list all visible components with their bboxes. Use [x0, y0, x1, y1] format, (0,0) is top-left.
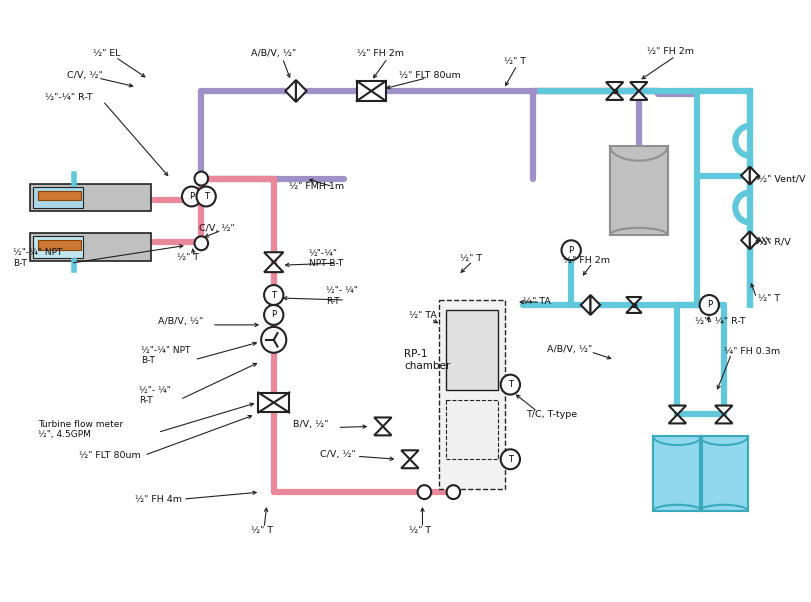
Polygon shape	[605, 91, 623, 100]
Polygon shape	[625, 305, 641, 313]
Polygon shape	[740, 167, 749, 185]
Polygon shape	[264, 252, 283, 262]
Polygon shape	[374, 417, 391, 426]
Text: T: T	[204, 192, 208, 201]
Bar	[445, 310, 497, 389]
Circle shape	[195, 237, 208, 250]
Text: ½" TA: ½" TA	[409, 311, 436, 320]
Circle shape	[500, 374, 519, 394]
Text: ½"-¼" R-T: ½"-¼" R-T	[45, 93, 92, 102]
Text: ½" T: ½" T	[409, 526, 431, 535]
Text: T/C, T-type: T/C, T-type	[526, 410, 576, 419]
Text: ¼" TA: ¼" TA	[522, 297, 550, 306]
Text: ¼" FH 0.3m: ¼" FH 0.3m	[723, 347, 779, 356]
Text: ½"- ¼"
R-T: ½"- ¼" R-T	[325, 287, 358, 306]
Text: P: P	[271, 311, 276, 320]
Text: ½"-¼" NPT
B-T: ½"-¼" NPT B-T	[141, 346, 191, 365]
Text: Turbine flow meter
½", 4.5GPM: Turbine flow meter ½", 4.5GPM	[38, 420, 123, 439]
Circle shape	[195, 172, 208, 185]
Text: ½" FMH 1m: ½" FMH 1m	[289, 182, 344, 191]
Bar	[258, 393, 289, 412]
Text: C/V, ½": C/V, ½"	[320, 450, 355, 459]
Text: A/B/V, ½": A/B/V, ½"	[547, 346, 591, 354]
Text: T: T	[507, 380, 513, 389]
Text: ½" FH 2m: ½" FH 2m	[356, 49, 403, 58]
Text: ½" T: ½" T	[503, 57, 525, 66]
Text: T: T	[271, 291, 276, 300]
Bar	[38, 240, 80, 250]
Polygon shape	[714, 406, 732, 414]
Text: P: P	[706, 300, 711, 309]
Text: ½"-¼"
NPT B-T: ½"-¼" NPT B-T	[308, 249, 342, 268]
Bar	[38, 190, 80, 200]
Circle shape	[417, 485, 431, 499]
Text: ½" R/V: ½" R/V	[757, 238, 789, 247]
Polygon shape	[629, 82, 646, 91]
Polygon shape	[295, 80, 307, 102]
Circle shape	[264, 285, 283, 305]
Polygon shape	[625, 297, 641, 305]
Text: ½" FH 2m: ½" FH 2m	[563, 256, 610, 265]
Polygon shape	[590, 295, 599, 315]
Polygon shape	[401, 450, 418, 459]
Bar	[653, 436, 701, 511]
Bar	[33, 187, 84, 208]
Polygon shape	[749, 231, 757, 249]
Circle shape	[182, 187, 201, 206]
Circle shape	[500, 449, 519, 469]
Circle shape	[196, 187, 216, 206]
Text: ½" T: ½" T	[757, 294, 779, 303]
Polygon shape	[714, 414, 732, 423]
Bar	[33, 237, 84, 258]
Circle shape	[699, 295, 718, 315]
Bar	[356, 81, 385, 101]
Bar	[445, 400, 497, 459]
Text: RP-1
chamber: RP-1 chamber	[404, 349, 450, 370]
Polygon shape	[749, 167, 757, 185]
Text: C/V, ½": C/V, ½"	[67, 70, 103, 79]
Text: ½" FLT 80um: ½" FLT 80um	[399, 70, 461, 79]
Bar	[30, 234, 151, 261]
Text: ½"- ¼" R-T: ½"- ¼" R-T	[694, 317, 744, 326]
Text: ½" FH 2m: ½" FH 2m	[646, 47, 693, 55]
Circle shape	[261, 327, 286, 353]
Polygon shape	[374, 426, 391, 435]
Text: ½"- ¼"
R-T: ½"- ¼" R-T	[139, 386, 171, 405]
Text: A/B/V, ½": A/B/V, ½"	[157, 317, 203, 326]
Text: A/B/V, ½": A/B/V, ½"	[251, 49, 295, 58]
Text: B/V, ½": B/V, ½"	[293, 420, 328, 429]
Text: ½"-¼" NPT
B-T: ½"-¼" NPT B-T	[13, 249, 62, 268]
Bar	[438, 300, 504, 489]
Polygon shape	[580, 295, 590, 315]
Circle shape	[264, 305, 283, 325]
Circle shape	[561, 240, 580, 260]
Text: ½" EL: ½" EL	[93, 49, 121, 58]
Text: P: P	[189, 192, 194, 201]
Polygon shape	[264, 262, 283, 272]
Text: ½" T: ½" T	[177, 253, 199, 262]
Polygon shape	[668, 414, 685, 423]
Bar	[609, 146, 667, 235]
Polygon shape	[285, 80, 295, 102]
Polygon shape	[401, 459, 418, 468]
Polygon shape	[668, 406, 685, 414]
Text: ½" T: ½" T	[460, 253, 482, 262]
Bar	[609, 146, 667, 235]
Bar	[699, 436, 747, 511]
Text: ½" T: ½" T	[251, 526, 272, 535]
Bar	[699, 436, 747, 511]
Text: ½" Vent/V: ½" Vent/V	[757, 174, 804, 183]
Text: ½" FH 4m: ½" FH 4m	[135, 495, 182, 504]
Text: T: T	[507, 455, 513, 464]
Circle shape	[446, 485, 460, 499]
Text: ½" FLT 80um: ½" FLT 80um	[79, 451, 140, 460]
Text: P: P	[568, 246, 573, 255]
Bar	[653, 436, 701, 511]
Polygon shape	[740, 231, 749, 249]
Polygon shape	[629, 91, 646, 100]
Text: C/V, ½": C/V, ½"	[200, 224, 235, 233]
Polygon shape	[605, 82, 623, 91]
Bar	[30, 184, 151, 211]
